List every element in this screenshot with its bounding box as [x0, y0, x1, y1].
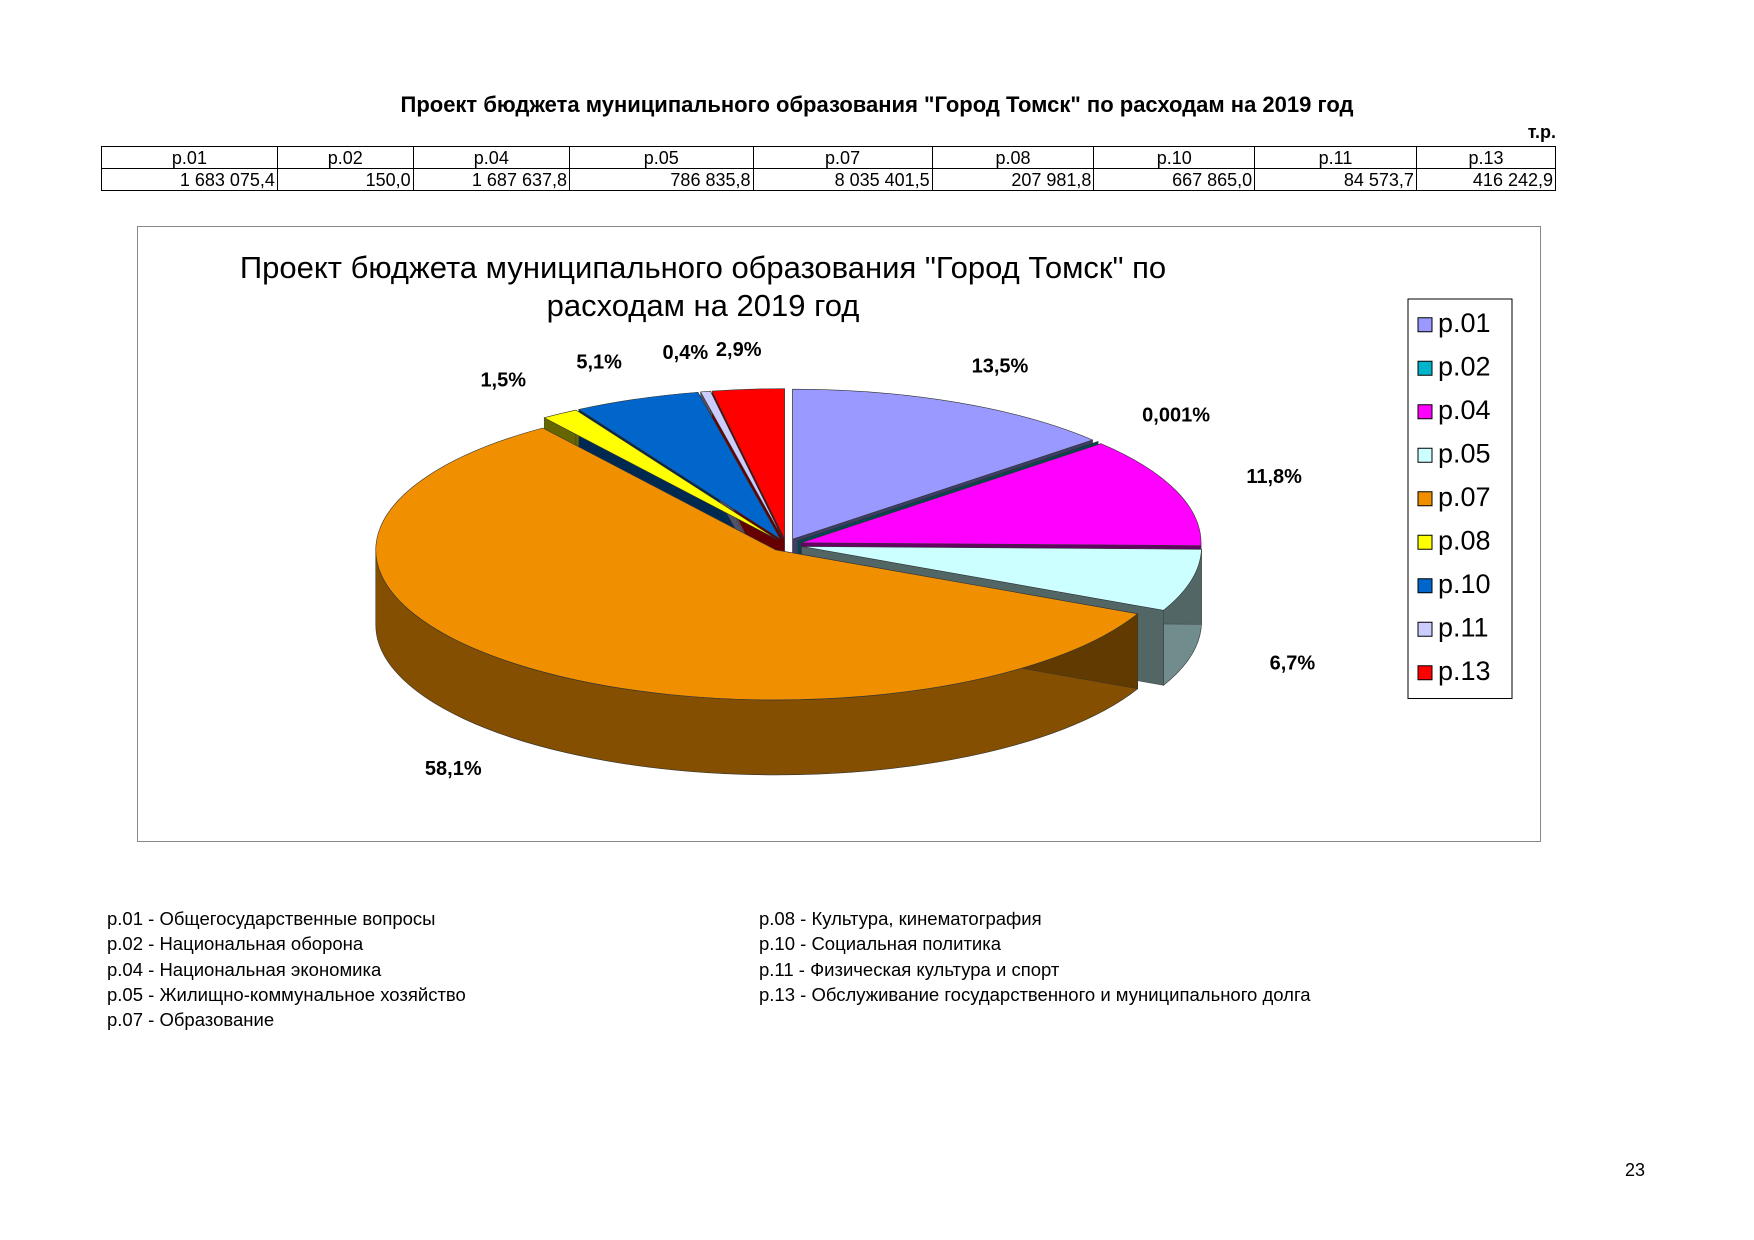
- note: р.13 - Обслуживание государственного и м…: [759, 983, 1311, 1005]
- pie-slice: [800, 443, 1202, 546]
- data-label: 6,7%: [1270, 653, 1316, 675]
- legend-swatch: [1417, 360, 1433, 376]
- notes-column: р.08 - Культура, кинематография р.10 - Со…: [759, 906, 1311, 1007]
- legend-swatch: [1417, 317, 1433, 333]
- page-number: 23: [1625, 1160, 1646, 1180]
- legend-label: р.07: [1438, 482, 1491, 512]
- data-label: 1,5%: [480, 370, 526, 392]
- note: р.02 - Национальная оборона: [107, 933, 364, 955]
- pie-slice: [543, 409, 778, 540]
- legend-swatch: [1417, 491, 1433, 507]
- chart-title: Проект бюджета муниципального образовани…: [239, 250, 1167, 323]
- table-cell: 84 573,7: [1254, 168, 1417, 191]
- chart: Проект бюджета муниципального образовани…: [137, 226, 1541, 842]
- unit-label: т.р.: [1527, 122, 1556, 142]
- note: р.01 - Общегосударственные вопросы: [107, 908, 436, 929]
- data-label: 0,001%: [1142, 404, 1210, 426]
- chart-canvas: 13,5% 0,001% 11,8% 6,7% 58,1% 1,5% 5,1% 0,4% 2,9…: [375, 298, 1513, 780]
- legend-swatch: [1417, 447, 1433, 463]
- table-cell: 667 865,0: [1093, 168, 1256, 191]
- table-cell: 1 687 637,8: [412, 168, 571, 191]
- note: р.08 - Культура, кинематография: [759, 908, 1042, 929]
- pie-slice: [700, 390, 784, 539]
- legend-swatch: [1417, 404, 1433, 420]
- table-cell: 1 683 075,4: [101, 168, 278, 191]
- pie-slice: [792, 388, 1094, 540]
- note: р.10 - Социальная политика: [759, 933, 1002, 955]
- table-cell: 416 242,9: [1415, 168, 1557, 191]
- column-header: р.07: [752, 146, 933, 169]
- legend-label: р.04: [1438, 395, 1491, 425]
- legend-label: р.05: [1438, 438, 1491, 468]
- data-table: р.01 р.02 р.04 р.05 р.07 р.08 р.10 р.11 р.13 1 68…: [101, 146, 1557, 191]
- legend-swatch: [1417, 578, 1433, 594]
- pie-tops: [375, 388, 1202, 701]
- table-cell: 8 035 401,5: [752, 168, 933, 191]
- data-label: 11,8%: [1246, 466, 1302, 488]
- column-header: р.04: [412, 146, 571, 169]
- pie-slice: [375, 427, 1139, 701]
- note: р.07 - Образование: [107, 1009, 275, 1031]
- pie-slice: [578, 391, 781, 540]
- pie-slice: [797, 441, 1099, 542]
- legend-label: р.13: [1438, 656, 1491, 686]
- table-cell: 786 835,8: [569, 168, 754, 191]
- legend-label: р.10: [1438, 569, 1491, 599]
- column-header: р.10: [1093, 146, 1256, 169]
- data-label: 0,4%: [663, 342, 709, 364]
- legend-swatch: [1417, 621, 1433, 637]
- column-header: р.05: [569, 146, 754, 169]
- column-header: р.13: [1415, 146, 1557, 169]
- note: р.04 - Национальная экономика: [107, 958, 382, 980]
- data-label: 5,1%: [576, 351, 622, 373]
- pie-slice: [711, 388, 785, 539]
- notes-column: р.01 - Общегосударственные вопросы р.02 -…: [107, 906, 466, 1032]
- column-header: р.02: [276, 146, 414, 169]
- data-label: 58,1%: [425, 758, 482, 780]
- table-cell: 207 981,8: [931, 168, 1095, 191]
- legend-label: р.01: [1438, 308, 1491, 338]
- legend-swatch: [1417, 534, 1433, 550]
- column-header: р.01: [101, 146, 278, 169]
- note: р.11 - Физическая культура и спорт: [759, 958, 1060, 980]
- table-cell: 150,0: [276, 168, 414, 191]
- legend-label: р.08: [1438, 525, 1491, 555]
- data-label: 13,5%: [972, 356, 1029, 378]
- pie-slice: [801, 546, 1202, 611]
- column-header: р.11: [1254, 146, 1417, 169]
- data-label: 2,9%: [716, 339, 762, 361]
- column-header: р.08: [931, 146, 1095, 169]
- legend-swatch: [1417, 665, 1433, 681]
- document-title: Проект бюджета муниципального образовани…: [400, 92, 1354, 117]
- legend-label: р.02: [1438, 351, 1491, 381]
- note: р.05 - Жилищно-коммунальное хозяйство: [107, 983, 466, 1005]
- legend-label: р.11: [1438, 612, 1489, 642]
